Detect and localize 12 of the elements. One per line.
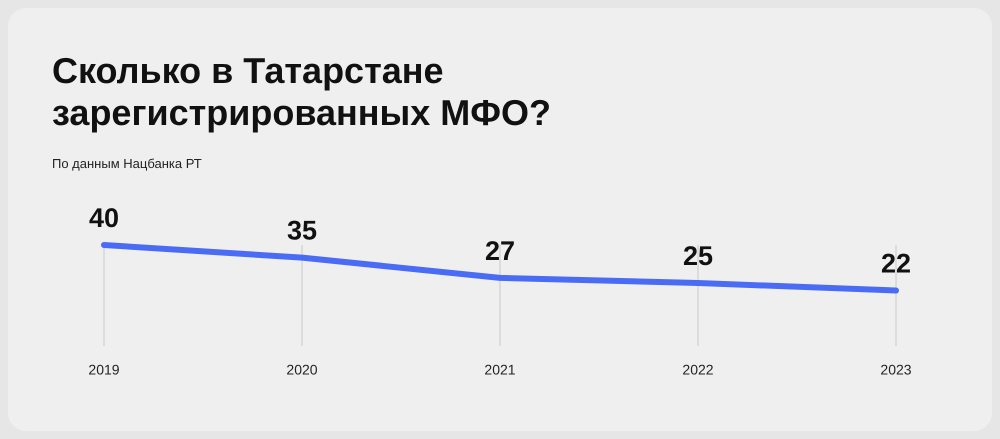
data-label: 22	[880, 248, 912, 278]
data-label: 35	[286, 216, 318, 246]
x-tick-label: 2022	[682, 361, 714, 378]
x-tick-label: 2020	[286, 361, 318, 378]
x-tick-label: 2019	[88, 361, 120, 378]
data-label: 25	[682, 240, 714, 271]
chart-subtitle: По данным Нацбанка РТ	[52, 156, 202, 171]
x-tick-label: 2023	[880, 361, 912, 378]
data-label: 40	[88, 202, 120, 233]
data-label: 27	[484, 236, 516, 266]
chart-title: Сколько в Татарстане зарегистрированных МФО?	[52, 50, 551, 134]
x-tick-label: 2021	[484, 361, 516, 378]
